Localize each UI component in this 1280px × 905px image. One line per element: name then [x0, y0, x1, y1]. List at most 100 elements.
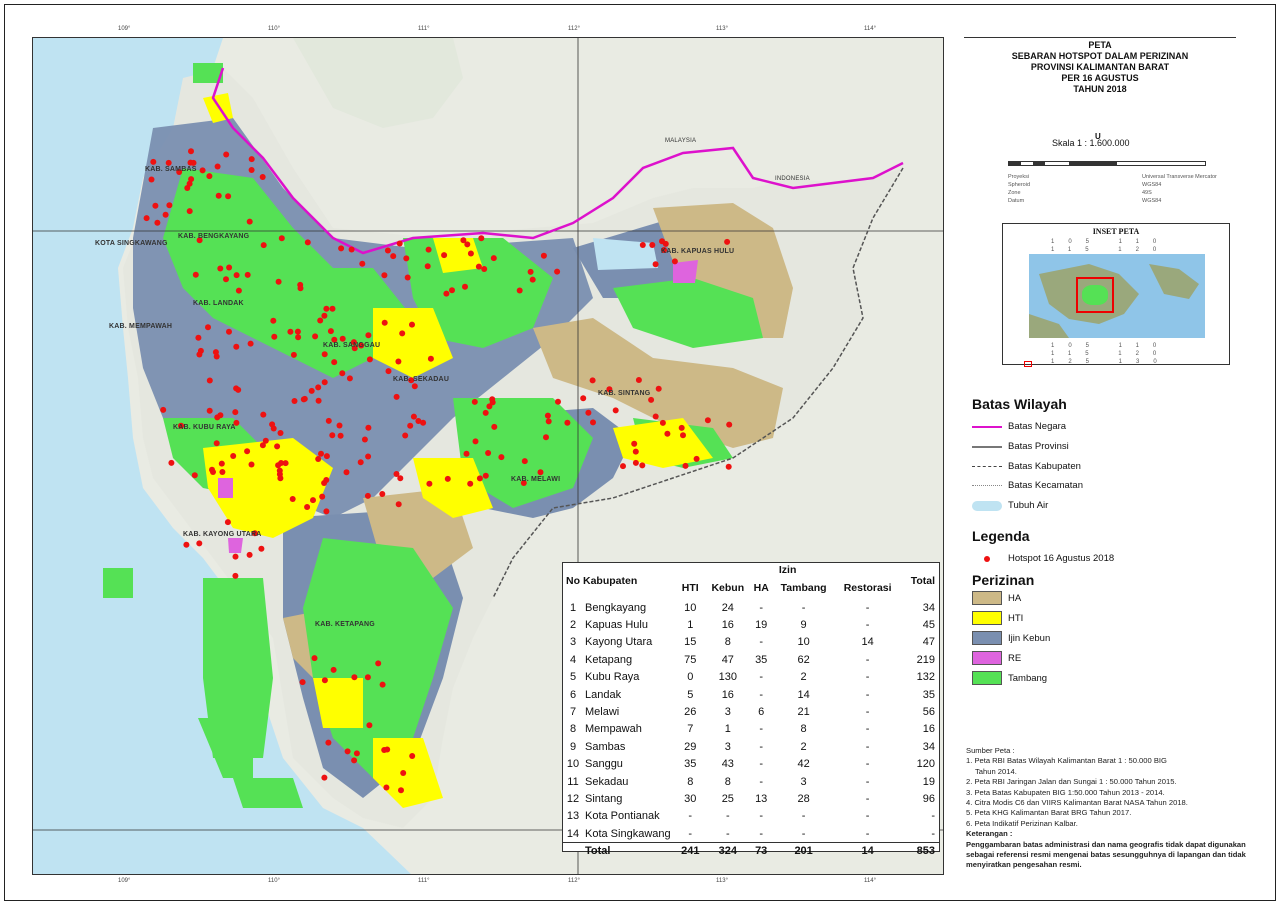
line-swatch [972, 445, 1002, 448]
total-cell-restorasi: 14 [834, 841, 901, 860]
hotspot-point [196, 540, 203, 547]
projection-values: Universal Transverse Mercator WGS84 49S WGS… [1142, 174, 1217, 204]
hotspot-point [218, 460, 225, 467]
hotspot-point [620, 463, 626, 470]
cell-no: 6 [569, 688, 577, 701]
cell-ha: - [759, 636, 764, 649]
hotspot-point [315, 456, 322, 462]
hotspot-point [192, 271, 199, 278]
hotspot-point [659, 419, 666, 426]
cell-hti: 5 [687, 688, 694, 701]
hotspot-point [467, 480, 474, 487]
hti-area [203, 438, 333, 538]
cell-ha: - [759, 688, 764, 701]
cell-tambang: 2 [800, 740, 807, 753]
total-cell-tambang: 201 [772, 841, 835, 860]
hotspot-point [543, 434, 549, 441]
hotspot-point [304, 504, 311, 510]
hotspot-point [395, 501, 402, 508]
hotspot-point [329, 432, 336, 439]
cell-kab: Kota Pontianak [585, 810, 660, 823]
hotspot-point [325, 417, 332, 424]
hotspot-point [395, 358, 402, 365]
hotspot-point [427, 355, 434, 362]
cell-kab: Sekadau [585, 775, 629, 788]
ha-area [533, 318, 783, 448]
hotspot-point [555, 398, 561, 405]
cell-kab: Sambas [585, 740, 626, 753]
hotspot-point [321, 774, 328, 781]
cell-kab: Sanggu [585, 758, 623, 771]
hotspot-point [580, 395, 587, 402]
table-row: 12 Sintang 30 25 13 28 - 96 [563, 790, 939, 807]
hotspot-point [206, 407, 213, 414]
hotspot-point [294, 328, 301, 335]
map-frame [4, 4, 1276, 901]
scale-text: Skala 1 : 1.600.000 [1052, 138, 1130, 148]
cell-kab: Bengkayang [585, 601, 647, 614]
hotspot-point [632, 459, 639, 466]
hotspot-point [176, 169, 183, 175]
hotspot-point [365, 424, 372, 431]
cell-kab: Melawi [585, 706, 620, 719]
hotspot-point [351, 345, 358, 352]
hotspot-point [516, 287, 523, 294]
cell-ha: - [759, 810, 764, 823]
tambang-area [103, 568, 133, 598]
hotspot-point [233, 272, 240, 279]
hotspot-point [585, 409, 592, 416]
hotspot-point [259, 442, 266, 449]
hotspot-point [540, 252, 547, 259]
cell-no: 14 [566, 827, 580, 840]
cell-tambang: 42 [797, 758, 810, 771]
hotspot-point [319, 493, 326, 500]
coord-tick: 110° [268, 26, 280, 32]
inset-legend-box [1024, 361, 1032, 367]
map-canvas [33, 38, 943, 874]
cell-kebun: 16 [721, 619, 734, 632]
cell-kab: Kota Singkawang [585, 827, 671, 840]
hotspot-point [226, 328, 232, 335]
hotspot-point [339, 335, 346, 342]
hotspot-point [415, 418, 422, 424]
hotspot-point [648, 396, 655, 403]
scale-bar [1008, 161, 1206, 166]
hotspot-point [215, 192, 222, 199]
hotspot-point [196, 237, 203, 244]
inset-map[interactable]: INSET PETA 105 110 115 120 125 130 105 1… [1002, 223, 1230, 365]
hotspot-point [375, 660, 382, 667]
cell-ha: 19 [755, 619, 768, 632]
batas-wilayah-title: Batas Wilayah [972, 396, 1067, 412]
hotspot-point [537, 469, 544, 476]
hotspot-point [351, 757, 358, 764]
map-label-sintang: KAB. SINTANG [598, 390, 651, 397]
cell-hti: 35 [684, 758, 697, 771]
hotspot-point [639, 462, 646, 469]
main-map[interactable]: KAB. SAMBAS KOTA SINGKAWANG KAB. BENGKAY… [32, 37, 944, 875]
hotspot-point [404, 274, 411, 281]
cell-hti: 10 [684, 601, 697, 614]
hotspot-point [357, 459, 364, 466]
hotspot-point [383, 784, 390, 791]
hotspot-point [361, 436, 368, 443]
cell-total: - [931, 827, 935, 840]
cell-kebun: 130 [718, 671, 737, 684]
title-line: TAHUN 2018 [1073, 84, 1127, 94]
cell-ha: - [759, 740, 764, 753]
hotspot-swatch [972, 555, 1002, 562]
cell-total: 120 [916, 758, 935, 771]
hotspot-point [365, 453, 372, 460]
hotspot-point [425, 246, 432, 253]
col-no: No [566, 575, 580, 587]
cell-restorasi: - [865, 827, 870, 840]
cell-ha: - [759, 671, 764, 684]
hti-area [373, 738, 443, 808]
kebun-swatch [972, 631, 1002, 645]
cell-total: 34 [922, 740, 935, 753]
cell-no: 5 [569, 671, 577, 684]
legenda-title: Legenda [972, 528, 1030, 544]
hotspot-point [183, 541, 190, 548]
map-label-landak: KAB. LANDAK [193, 300, 244, 307]
hotspot-point [678, 424, 685, 431]
hotspot-point [400, 770, 407, 776]
